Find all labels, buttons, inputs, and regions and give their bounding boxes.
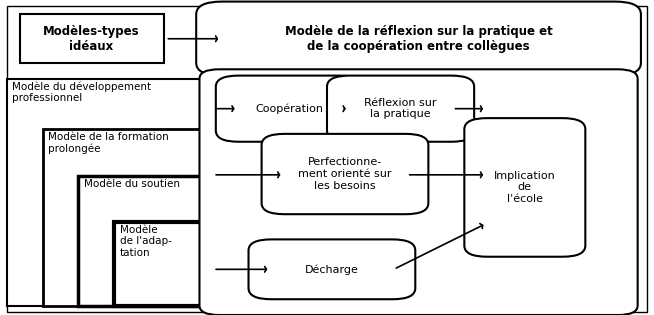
FancyBboxPatch shape (199, 69, 638, 315)
Text: Modèle du soutien: Modèle du soutien (84, 179, 180, 189)
Text: Perfectionne-
ment orienté sur
les besoins: Perfectionne- ment orienté sur les besoi… (298, 158, 392, 191)
FancyBboxPatch shape (114, 222, 209, 306)
FancyBboxPatch shape (464, 118, 585, 257)
Text: Modèle
de l'adap-
tation: Modèle de l'adap- tation (120, 225, 171, 258)
Text: Modèles-types
idéaux: Modèles-types idéaux (43, 25, 140, 53)
FancyBboxPatch shape (20, 14, 164, 63)
FancyBboxPatch shape (249, 239, 415, 299)
Text: Modèle du développement
professionnel: Modèle du développement professionnel (12, 81, 151, 103)
FancyBboxPatch shape (262, 134, 428, 214)
Text: Modèle de la formation
prolongée: Modèle de la formation prolongée (48, 132, 169, 154)
FancyBboxPatch shape (216, 76, 363, 142)
FancyBboxPatch shape (196, 2, 641, 76)
FancyBboxPatch shape (7, 6, 647, 312)
Text: Réflexion sur
la pratique: Réflexion sur la pratique (364, 98, 437, 119)
FancyBboxPatch shape (43, 129, 209, 306)
Text: Modèle de la réflexion sur la pratique et
de la coopération entre collègues: Modèle de la réflexion sur la pratique e… (284, 25, 553, 53)
Text: Décharge: Décharge (305, 264, 359, 275)
Text: Coopération: Coopération (256, 103, 323, 114)
FancyBboxPatch shape (7, 79, 213, 306)
FancyBboxPatch shape (327, 76, 474, 142)
FancyBboxPatch shape (78, 176, 209, 306)
Text: Implication
de
l'école: Implication de l'école (494, 171, 556, 204)
